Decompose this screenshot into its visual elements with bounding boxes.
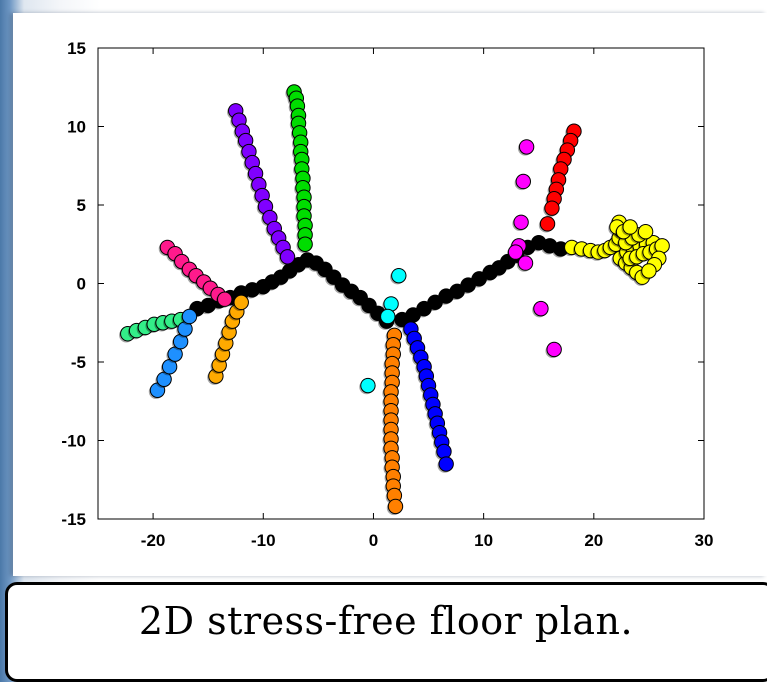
data-point	[383, 296, 399, 312]
data-point	[217, 291, 233, 307]
y-tick-label: 5	[77, 196, 86, 215]
data-point	[654, 238, 670, 254]
data-point	[515, 173, 532, 190]
data-point	[546, 341, 562, 358]
point-series	[207, 294, 249, 385]
data-point	[279, 249, 296, 265]
point-series	[148, 308, 198, 399]
caption-text: 2D stress-free floor plan.	[138, 599, 634, 643]
data-point	[387, 498, 404, 515]
data-point	[544, 200, 560, 216]
point-series	[285, 84, 313, 253]
plot-frame	[97, 47, 705, 520]
x-tick-label: 0	[369, 531, 378, 550]
point-series	[538, 123, 582, 233]
point-series	[402, 321, 454, 473]
x-tick-label: -10	[251, 531, 276, 550]
y-tick-label: 0	[77, 275, 86, 294]
y-tick-label: -10	[61, 432, 86, 451]
data-point	[181, 308, 198, 325]
point-series	[506, 139, 562, 359]
x-tick-label: 10	[474, 531, 493, 550]
data-point	[391, 267, 407, 284]
point-series	[382, 327, 404, 516]
data-points	[119, 84, 670, 516]
data-point	[297, 236, 313, 252]
data-point	[233, 294, 249, 311]
caption-box: 2D stress-free floor plan.	[5, 582, 767, 682]
data-point	[360, 377, 376, 394]
data-point	[513, 214, 529, 230]
data-point	[436, 443, 452, 460]
data-point	[539, 216, 556, 232]
data-point	[641, 263, 657, 279]
point-series	[227, 103, 296, 266]
point-series	[563, 214, 670, 286]
scatter-chart: -20 -10 0 10 20 30 15 10 5 0 -5 -10 -15	[61, 39, 713, 550]
point-series	[158, 239, 233, 308]
x-tick-label: -20	[141, 531, 166, 550]
x-tick-label: 30	[695, 531, 714, 550]
axes-group: -20 -10 0 10 20 30 15 10 5 0 -5 -10 -15	[61, 39, 713, 550]
y-tick-label: 15	[67, 39, 86, 58]
data-point	[533, 300, 549, 317]
data-point	[507, 244, 524, 260]
y-tick-label: -5	[71, 353, 86, 372]
point-series	[359, 267, 407, 395]
data-point	[380, 308, 396, 325]
data-point	[622, 219, 638, 235]
data-point	[637, 223, 654, 240]
point-series	[119, 311, 189, 343]
y-tick-label: 10	[67, 118, 86, 137]
x-tick-label: 20	[584, 531, 603, 550]
y-tick-label: -15	[61, 510, 86, 529]
data-point	[518, 139, 535, 155]
figure-panel: -20 -10 0 10 20 30 15 10 5 0 -5 -10 -15	[13, 13, 767, 576]
data-point	[517, 255, 534, 271]
data-point	[438, 456, 454, 472]
